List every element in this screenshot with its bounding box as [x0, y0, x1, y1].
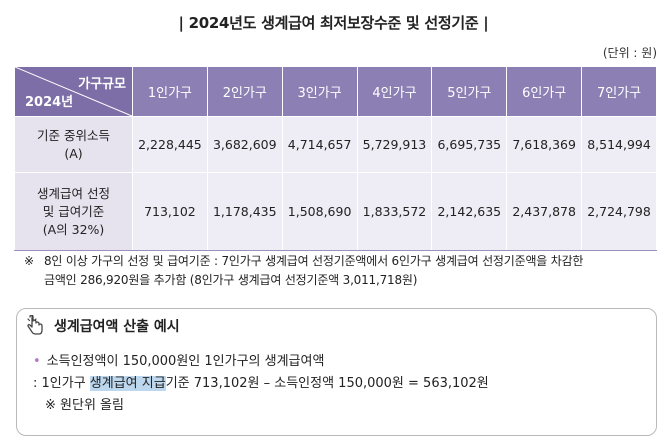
example-line: • 소득인정액이 150,000원인 1인가구의 생계급여액: [33, 351, 489, 373]
table-cell: 1,178,435: [206, 172, 283, 251]
example-line: : 1인가구 생계급여 지급기준 713,102원 – 소득인정액 150,00…: [33, 373, 489, 395]
bullet: •: [33, 354, 41, 369]
table-cell: 4,714,657: [281, 116, 358, 173]
table-row: 생계급여 선정 및 급여기준 (A의 32%) 713,102 1,178,43…: [14, 172, 657, 251]
page-title: | 2024년도 생계급여 최저보장수준 및 선정기준 |: [178, 14, 489, 32]
col-header: 3인가구: [281, 66, 358, 117]
table-cell: 2,724,798: [581, 172, 657, 251]
table-cell: 7,618,369: [506, 116, 583, 173]
example-body: • 소득인정액이 150,000원인 1인가구의 생계급여액 : 1인가구 생계급…: [33, 351, 489, 417]
highlighted-text: 생계급여 지급: [89, 376, 166, 391]
note-mark: ※: [24, 254, 35, 268]
col-header: 6인가구: [506, 66, 583, 117]
table-cell: 1,833,572: [356, 172, 433, 251]
corner-label-household: 가구규모: [78, 77, 126, 92]
table-cell: 3,682,609: [206, 116, 283, 173]
example-line1: 소득인정액이 150,000원인 1인가구의 생계급여액: [46, 354, 325, 369]
example-title: 생계급여액 산출 예시: [54, 316, 186, 336]
col-header: 5인가구: [431, 66, 508, 117]
table-cell: 2,437,878: [506, 172, 583, 251]
row-header-line: 기준 중위소득: [37, 127, 110, 143]
col-header: 4인가구: [356, 66, 433, 117]
example-box: 생계급여액 산출 예시 • 소득인정액이 150,000원인 1인가구의 생계급여…: [16, 308, 657, 436]
note-line: 금액인 286,920원을 추가함 (8인가구 생계급여 선정기준액 3,011…: [44, 273, 418, 287]
table-cell: 713,102: [132, 172, 208, 251]
example-line3: ※ 원단위 올림: [45, 398, 124, 413]
row-header-line: (A의 32%): [42, 221, 105, 237]
example-line2-post: 기준 713,102원 – 소득인정액 150,000원 = 563,102원: [165, 376, 489, 391]
table-header-row: 가구규모 2024년 1인가구 2인가구 3인가구 4인가구 5인가구 6인가구…: [14, 66, 657, 117]
table-cell: 5,729,913: [356, 116, 433, 173]
example-line: ※ 원단위 올림: [33, 395, 489, 417]
col-header: 1인가구: [132, 66, 208, 117]
note-line: 8인 이상 가구의 선정 및 급여기준 : 7인가구 생계급여 선정기준액에서 …: [44, 254, 584, 268]
example-line2-pre: : 1인가구: [33, 376, 90, 391]
example-header: 생계급여액 산출 예시: [16, 307, 657, 345]
row-header: 기준 중위소득 (A): [14, 116, 133, 173]
table-cell: 2,142,635: [431, 172, 508, 251]
unit-label: (단위 : 원): [602, 46, 657, 60]
criteria-table: 가구규모 2024년 1인가구 2인가구 3인가구 4인가구 5인가구 6인가구…: [14, 66, 657, 251]
table-cell: 8,514,994: [581, 116, 657, 173]
col-header: 7인가구: [581, 66, 657, 117]
footnote: ※ 8인 이상 가구의 선정 및 급여기준 : 7인가구 생계급여 선정기준액에…: [24, 252, 664, 290]
table-cell: 1,508,690: [281, 172, 358, 251]
table-cell: 6,695,735: [431, 116, 508, 173]
pointing-hand-icon: [24, 314, 46, 337]
row-header-line: 생계급여 선정: [37, 185, 110, 201]
row-header-line: (A): [64, 145, 83, 161]
col-header: 2인가구: [206, 66, 283, 117]
table-row: 기준 중위소득 (A) 2,228,445 3,682,609 4,714,65…: [14, 116, 657, 173]
table-cell: 2,228,445: [132, 116, 208, 173]
diagonal-line: [15, 67, 132, 116]
corner-label-year: 2024년: [25, 95, 74, 110]
row-header: 생계급여 선정 및 급여기준 (A의 32%): [14, 172, 133, 251]
row-header-line: 및 급여기준: [42, 203, 105, 219]
table-corner-cell: 가구규모 2024년: [14, 66, 133, 117]
